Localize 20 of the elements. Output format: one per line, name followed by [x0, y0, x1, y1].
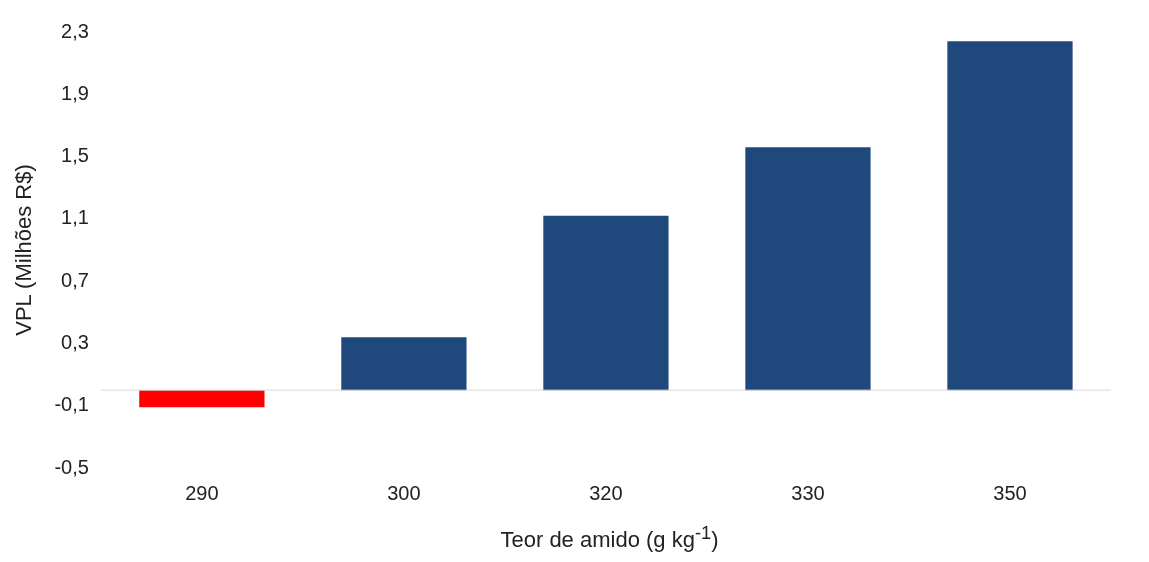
x-tick-label: 290 [185, 481, 219, 504]
y-axis-title: VPL (Milhões R$) [11, 164, 37, 336]
y-tick-label: 1,9 [61, 81, 89, 104]
y-tick-label: 0,7 [61, 268, 89, 291]
x-tick-label: 330 [791, 481, 825, 504]
x-tick-label: 320 [589, 481, 623, 504]
y-tick-label: 0,3 [61, 330, 89, 353]
x-tick-label: 350 [993, 481, 1027, 504]
y-tick-label: 1,1 [61, 206, 89, 229]
y-tick-label: 1,5 [61, 144, 89, 167]
x-axis-title: Teor de amido (g kg$^{-1}$) [499, 522, 720, 554]
bar [947, 41, 1073, 391]
x-tick-label: 300 [387, 481, 421, 504]
bar [543, 215, 669, 391]
y-tick-label: 2,3 [61, 19, 89, 42]
y-tick-label: -0,5 [54, 455, 89, 478]
y-tick-label: -0,1 [54, 393, 89, 416]
bar [341, 337, 467, 391]
bar [745, 147, 871, 391]
bar [139, 390, 265, 408]
